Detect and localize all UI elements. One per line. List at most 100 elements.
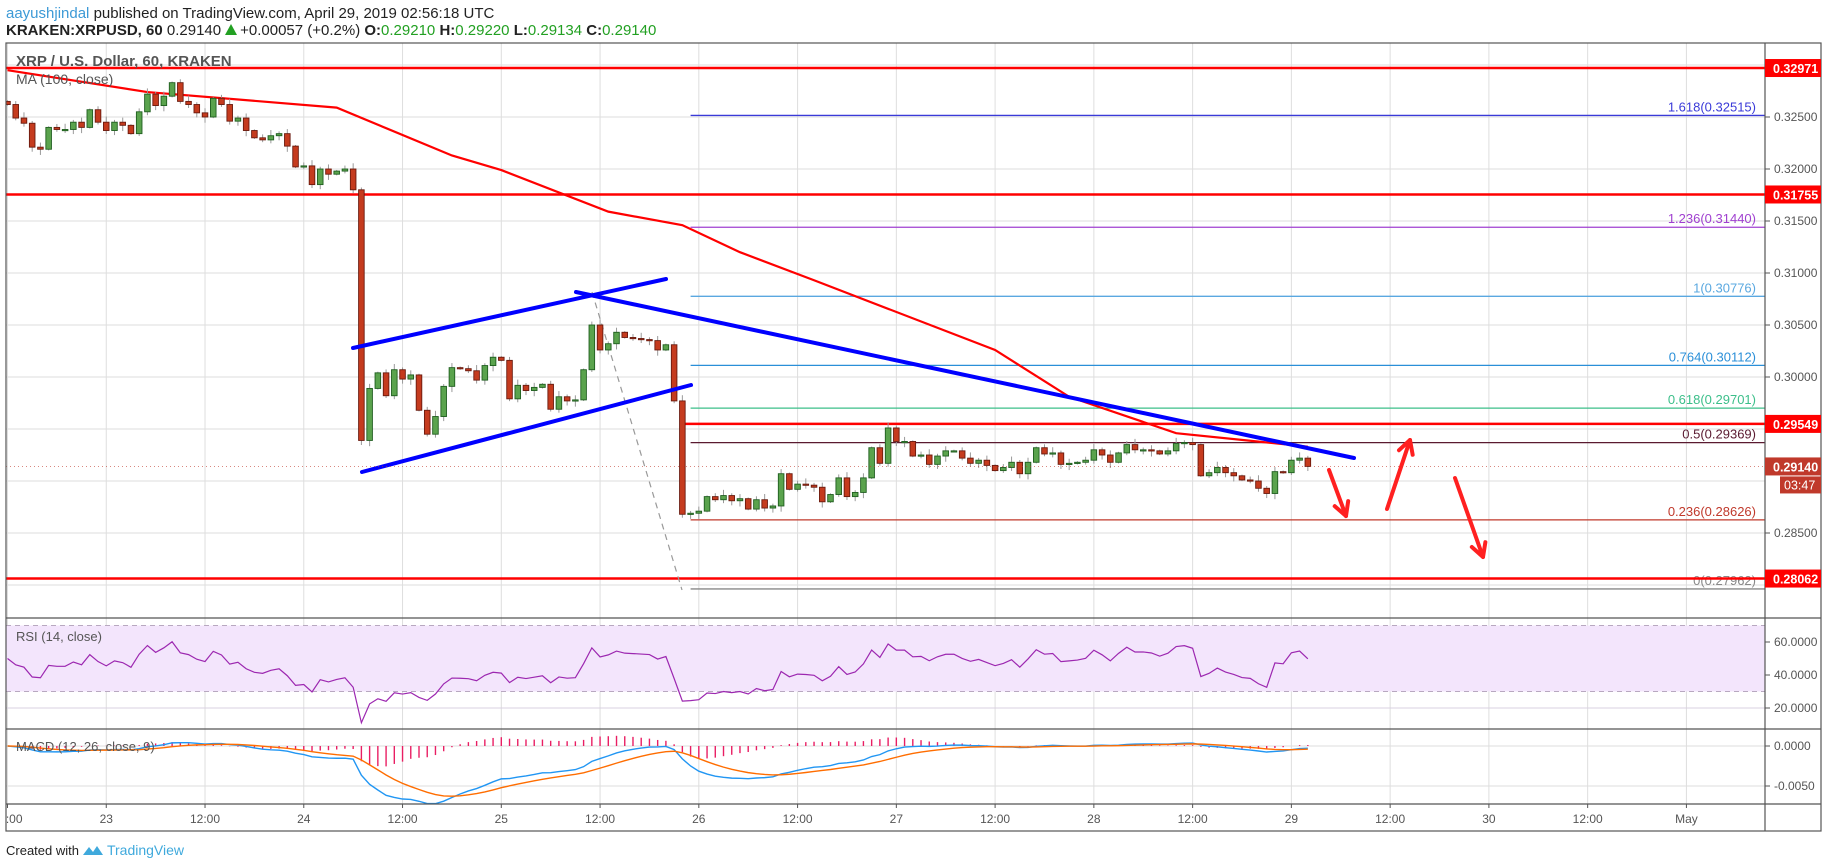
- candle-body-down: [958, 450, 966, 459]
- candle-body-up: [530, 386, 538, 391]
- macd-pane[interactable]: [7, 735, 1309, 804]
- candle-body-down: [802, 483, 810, 486]
- price-level-tag: [1765, 185, 1821, 204]
- candle: [662, 343, 670, 352]
- tradingview-brand[interactable]: TradingView: [106, 842, 185, 858]
- price-pane[interactable]: 1.618(0.32515) 1.236(0.31440) 1(0.30776) 0.…: [5, 66, 1765, 591]
- candle: [777, 469, 785, 512]
- candle-body-up: [1024, 461, 1032, 475]
- current-price-label: 0.29140: [1773, 460, 1818, 474]
- candle: [802, 478, 810, 489]
- candle-body-down: [1238, 475, 1246, 481]
- candle: [1131, 438, 1139, 454]
- candle: [177, 79, 184, 104]
- candle-body-up: [860, 477, 867, 493]
- candle-body-up: [316, 168, 324, 186]
- candle: [720, 489, 727, 504]
- candle: [45, 126, 52, 151]
- candle: [530, 382, 538, 397]
- author-link[interactable]: aayushjindal: [6, 5, 90, 22]
- candle-body-down: [456, 367, 464, 370]
- candle-body-up: [514, 384, 522, 400]
- candle-body-up: [144, 93, 151, 113]
- candle-body-up: [934, 455, 941, 465]
- candle: [1024, 457, 1032, 480]
- candle: [284, 129, 291, 152]
- candle-body-up: [333, 170, 340, 175]
- candle: [679, 395, 686, 518]
- rsi-legend[interactable]: RSI (14, close): [16, 629, 102, 644]
- candle-body-down: [1057, 452, 1065, 465]
- candle: [1279, 470, 1287, 474]
- candle: [605, 341, 612, 355]
- price-level-tag: [1765, 414, 1821, 433]
- candle-body-up: [851, 491, 859, 498]
- candle: [12, 101, 19, 121]
- candle-body-down: [201, 112, 209, 118]
- candle-body-down: [358, 189, 365, 441]
- candle: [744, 497, 752, 511]
- high-label: H:: [439, 22, 456, 39]
- candle: [267, 130, 275, 144]
- candle-body-down: [637, 338, 645, 341]
- candle: [1148, 445, 1155, 457]
- ma-legend[interactable]: MA (100, close): [16, 71, 113, 87]
- symbol-label: KRAKEN:XRPUSD, 60: [6, 22, 163, 39]
- current-price-tag: [1765, 457, 1821, 476]
- candle: [382, 369, 390, 399]
- candle: [465, 365, 472, 374]
- candle: [1098, 447, 1106, 460]
- candle: [226, 98, 233, 125]
- ma-line: [7, 69, 1308, 448]
- candle: [1271, 467, 1279, 500]
- candle: [967, 452, 974, 467]
- time-label: May: [1675, 812, 1698, 826]
- rsi-band: [6, 625, 1765, 692]
- candle: [127, 124, 135, 135]
- candle-body-down: [1230, 472, 1238, 477]
- open-value: 0.29210: [381, 22, 436, 39]
- candle-body-down: [498, 356, 505, 361]
- macd-legend[interactable]: MACD (12, 26, close, 9): [16, 739, 155, 754]
- price-tick-label: 0.30000: [1774, 370, 1818, 384]
- candle-body-up: [407, 374, 415, 380]
- candle-body-up: [1074, 461, 1081, 464]
- signal-line: [7, 743, 1308, 797]
- candle-body-down: [37, 146, 44, 150]
- price-tick-label: 0.31000: [1774, 266, 1818, 280]
- candle-body-down: [1304, 457, 1312, 467]
- candle-body-down: [893, 427, 900, 442]
- time-label: 27: [890, 812, 904, 826]
- candle-body-up: [1032, 447, 1040, 463]
- candle-body-down: [1016, 461, 1024, 475]
- price-level-tag: [1765, 59, 1821, 78]
- candle-body-up: [366, 387, 373, 441]
- candle-body-up: [1115, 452, 1122, 463]
- candle: [341, 165, 349, 174]
- price-tick-label: 0.30500: [1774, 318, 1818, 332]
- candle: [555, 391, 563, 413]
- price-axis[interactable]: 0.32500 0.32000 0.31500 0.31000 0.30500 0.300…: [1765, 59, 1821, 793]
- candle: [958, 447, 966, 461]
- candle-body-down: [547, 383, 554, 410]
- candle-body-up: [1214, 467, 1221, 474]
- time-label: 26: [692, 812, 706, 826]
- candle-body-down: [251, 130, 258, 139]
- time-axis[interactable]: 12:00 23 12:00 24 12:00 25 12:00 26 12:00 27 12:00…: [0, 804, 1698, 826]
- publish-info: aayushjindal published on TradingView.co…: [6, 5, 494, 22]
- price-level-tag: [1765, 569, 1821, 588]
- candle-body-up: [1164, 450, 1172, 455]
- candle-body-down: [596, 324, 604, 351]
- candle-body-down: [473, 370, 480, 381]
- candle-body-down: [1131, 444, 1139, 451]
- candle: [1255, 475, 1262, 492]
- rsi-pane[interactable]: [7, 640, 1309, 725]
- candle-body-up: [70, 121, 77, 130]
- candle: [234, 115, 242, 126]
- candle-body-down: [646, 339, 653, 342]
- candle-body-up: [950, 450, 958, 453]
- candle: [61, 123, 69, 133]
- candle-body-down: [1098, 449, 1106, 456]
- candle: [201, 108, 209, 123]
